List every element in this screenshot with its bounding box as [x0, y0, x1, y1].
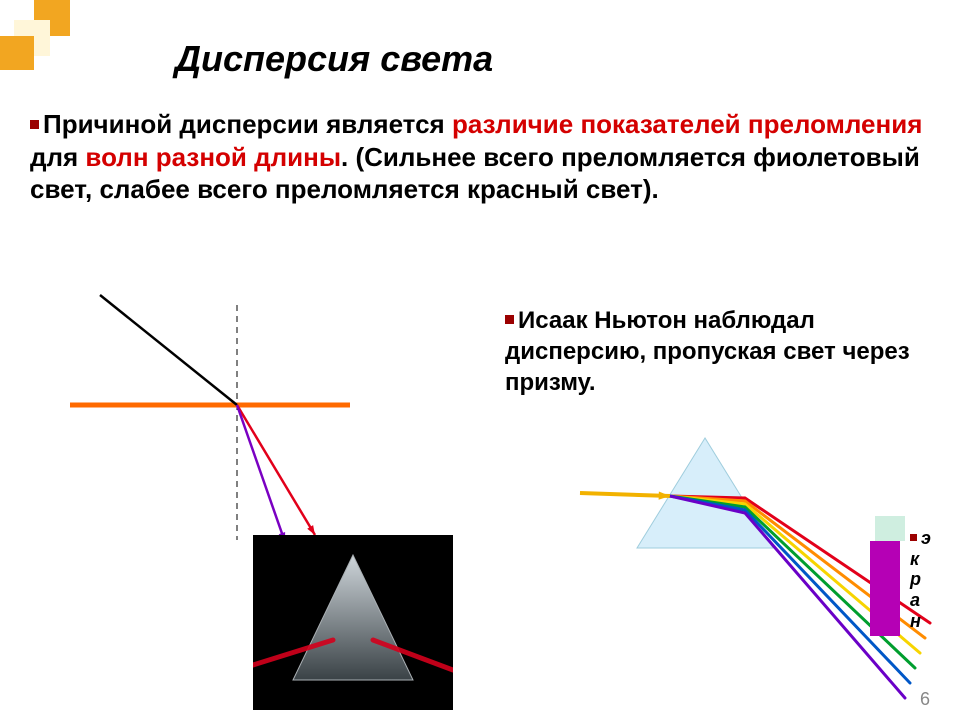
secondary-paragraph: Исаак Ньютон наблюдал дисперсию, пропуск…: [505, 305, 935, 399]
screen-c3: р: [910, 569, 921, 589]
corner-decoration: [0, 0, 90, 90]
screen-label: э к р а н: [910, 528, 931, 631]
p1-seg1: Причиной дисперсии является: [43, 109, 452, 139]
prism-photo: [253, 535, 453, 710]
refraction-diagram: [60, 290, 360, 550]
p1-seg3: для: [30, 142, 85, 172]
screen-c1: э: [921, 528, 931, 548]
page-title: Дисперсия света: [175, 38, 493, 80]
main-paragraph: Причиной дисперсии является различие пок…: [30, 108, 930, 206]
p1-seg4: волн разной длины: [85, 142, 341, 172]
p2-text: Исаак Ньютон наблюдал дисперсию, пропуск…: [505, 307, 910, 396]
screen-c4: а: [910, 590, 920, 610]
screen-c5: н: [910, 611, 921, 631]
bullet-icon: [505, 315, 514, 324]
prism-schematic: [575, 428, 935, 698]
bullet-icon: [30, 120, 39, 129]
screen-c2: к: [910, 549, 919, 569]
page-number: 6: [920, 689, 930, 710]
p1-seg2: различие показателей преломления: [452, 109, 922, 139]
bullet-icon: [910, 534, 917, 541]
